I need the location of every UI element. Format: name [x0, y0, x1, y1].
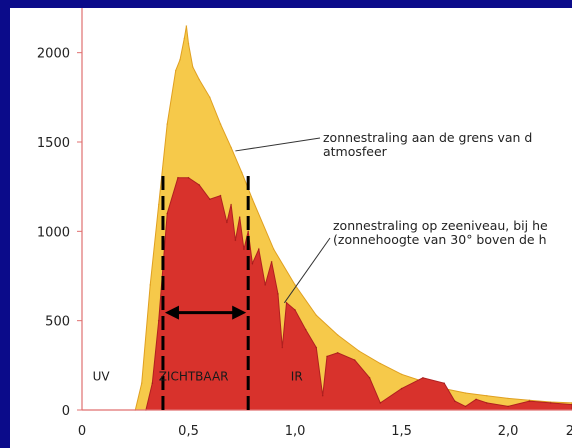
series-1-point: [258, 248, 260, 250]
series-0-point: [241, 171, 243, 174]
series-0-point: [157, 203, 160, 206]
series-1-point: [315, 346, 318, 349]
series-0-point: [183, 37, 186, 40]
x-tick-label: 0,5: [178, 424, 199, 439]
series-0-point: [192, 66, 194, 68]
series-0-point: [379, 362, 382, 365]
y-tick-label: 1000: [37, 225, 70, 240]
series-0-point: [166, 123, 168, 125]
series-1-point: [353, 359, 356, 361]
series-1-point: [464, 405, 467, 408]
annotation-1-line-0: zonnestraling op zeeniveau, bij he: [333, 218, 548, 233]
series-1-point: [400, 387, 403, 390]
x-tick-label: 1,5: [391, 424, 412, 439]
annotation-0-line-1: atmosfeer: [323, 144, 388, 159]
series-1-point: [238, 216, 241, 218]
series-0-point: [251, 198, 254, 200]
series-1-point: [368, 377, 371, 379]
series-1-point: [226, 221, 228, 224]
series-1-point: [379, 402, 382, 404]
series-1-point: [443, 382, 446, 385]
series-0-point: [230, 146, 232, 149]
series-1-point: [454, 400, 456, 402]
series-1-point: [177, 176, 179, 179]
series-1-point: [486, 402, 488, 404]
series-0-point: [219, 123, 222, 125]
series-1-point: [321, 394, 324, 397]
series-1-point: [549, 402, 552, 404]
chart-frame: 0 500 1000 1500 2000 0 0,5 1,0 1,5 2,0 2, UV ZICHTB…: [10, 8, 572, 448]
series-0-point: [185, 25, 188, 27]
series-1-point: [326, 355, 328, 358]
series-0-point: [198, 78, 200, 81]
arrowhead-right: [232, 305, 247, 320]
series-1-point: [336, 352, 339, 354]
series-0-point: [272, 248, 275, 250]
series-0-point: [315, 314, 318, 317]
series-1-point: [528, 400, 531, 402]
annotation-1-leader: [283, 237, 331, 304]
series-0-point: [209, 96, 211, 99]
series-1-point: [209, 198, 211, 200]
series-1-point: [234, 239, 237, 242]
series-1-point: [270, 260, 273, 263]
x-tick-label: 2,0: [498, 424, 519, 439]
series-1-point: [507, 405, 509, 408]
band-label-uv: UV: [93, 370, 111, 384]
y-tick-label: 1500: [37, 136, 70, 151]
series-1-point: [157, 319, 160, 322]
series-1-point: [251, 262, 254, 265]
series-1-point: [187, 176, 190, 179]
series-0-point: [179, 59, 181, 61]
x-tick-label: 1,0: [285, 424, 306, 439]
series-0-point: [507, 397, 509, 400]
series-1-point: [281, 346, 284, 349]
annotation-0-leader: [235, 137, 321, 152]
arrowhead-left: [164, 305, 179, 320]
series-1-point: [264, 284, 266, 286]
x-tick-label: 2,: [566, 424, 572, 439]
series-1-point: [247, 230, 249, 233]
band-label-zichtbaar: ZICHTBAAR: [159, 370, 229, 384]
annotation-0-line-0: zonnestraling aan de grens van d: [323, 130, 532, 145]
series-0-point: [149, 284, 151, 286]
series-0-point: [486, 394, 488, 397]
series-0-point: [358, 350, 360, 352]
series-1-point: [475, 398, 477, 401]
series-1-point: [422, 377, 424, 379]
y-tick-label: 500: [45, 315, 70, 330]
series-1-point: [243, 248, 245, 250]
series-0-point: [294, 284, 296, 286]
series-0-point: [174, 69, 177, 72]
y-tick-label: 2000: [37, 47, 70, 62]
series-1-point: [198, 184, 200, 186]
series-1-point: [277, 293, 279, 295]
series-0-point: [140, 382, 143, 385]
series-0-point: [400, 373, 403, 376]
band-label-ir: IR: [291, 370, 303, 384]
series-1-point: [304, 328, 307, 331]
series-1-point: [294, 309, 296, 311]
series-1-point: [285, 302, 288, 304]
x-tick-label: 0: [78, 424, 86, 439]
series-0-point: [336, 334, 339, 336]
series-0-point: [187, 42, 190, 45]
series-1-point: [151, 382, 154, 385]
series-1-point: [166, 212, 168, 215]
series-1-point: [219, 194, 222, 197]
series-0-point: [464, 392, 467, 394]
annotation-1-line-1: (zonnehoogte van 30° boven de h: [333, 232, 547, 247]
series-1-point: [230, 203, 232, 206]
y-tick-label: 0: [62, 404, 70, 419]
solar-spectrum-chart: 0 500 1000 1500 2000 0 0,5 1,0 1,5 2,0 2, UV ZICHTB…: [37, 8, 572, 439]
